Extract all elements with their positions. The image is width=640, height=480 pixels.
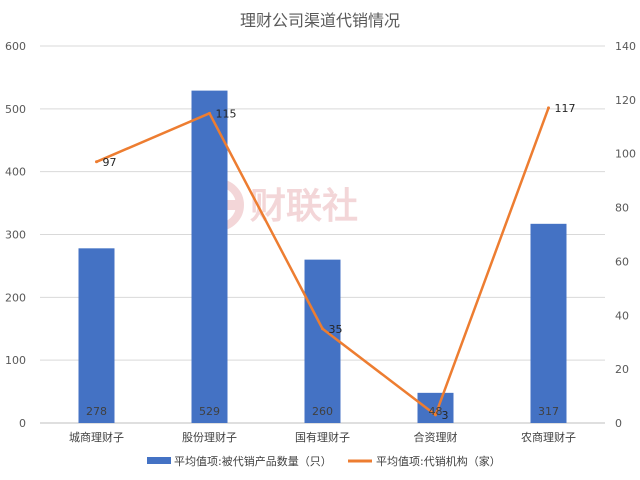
category-label: 农商理财子: [521, 430, 576, 444]
category-label: 股份理财子: [182, 430, 237, 444]
category-label: 合资理财: [414, 430, 458, 444]
bar-value-label: 260: [312, 405, 333, 418]
left-tick-label: 600: [5, 40, 26, 53]
line-value-label: 35: [329, 323, 343, 336]
right-tick-label: 140: [615, 40, 636, 53]
right-axis-ticks: 0 20 40 60 80 100 120 140: [615, 40, 636, 430]
watermark-text: 财联社: [250, 186, 358, 227]
legend-swatch-bar: [147, 457, 171, 464]
bar-value-label: 278: [86, 405, 107, 418]
line-point: [321, 327, 324, 331]
line-point: [208, 111, 211, 115]
bar: [417, 392, 454, 423]
bar: [530, 223, 567, 423]
right-tick-label: 60: [615, 255, 629, 268]
legend-label-line: 平均值项:代销机构（家）: [376, 454, 501, 468]
left-tick-label: 300: [5, 229, 26, 242]
line-point: [95, 160, 98, 164]
bar-value-label: 48: [429, 405, 443, 418]
bar-series: [78, 90, 567, 423]
watermark: 财联社: [192, 179, 358, 231]
bar-value-label: 317: [538, 405, 559, 418]
category-axis-labels: 城商理财子 股份理财子 国有理财子 合资理财 农商理财子: [69, 430, 576, 444]
bar-data-labels: 278 529 260 48 317: [86, 405, 559, 418]
line-value-label: 115: [216, 107, 237, 120]
left-tick-label: 100: [5, 354, 26, 367]
line-value-label: 117: [555, 102, 576, 115]
left-tick-label: 500: [5, 103, 26, 116]
bar: [78, 248, 115, 423]
category-label: 城商理财子: [69, 430, 124, 444]
right-tick-label: 0: [615, 417, 622, 430]
left-tick-label: 0: [19, 417, 26, 430]
line-data-labels: 97 115 35 3 117: [103, 102, 576, 422]
line-series: [95, 106, 550, 417]
legend: 平均值项:被代销产品数量（只） 平均值项:代销机构（家）: [147, 454, 501, 468]
line-point: [547, 106, 550, 110]
line-value-label: 3: [442, 409, 449, 422]
right-tick-label: 40: [615, 309, 629, 322]
category-label: 国有理财子: [295, 430, 350, 444]
bar: [304, 259, 341, 423]
left-tick-label: 400: [5, 166, 26, 179]
right-tick-label: 80: [615, 202, 629, 215]
right-tick-label: 20: [615, 363, 629, 376]
right-tick-label: 100: [615, 148, 636, 161]
legend-label-bar: 平均值项:被代销产品数量（只）: [174, 454, 332, 468]
line-value-label: 97: [103, 156, 117, 169]
bar: [191, 90, 228, 423]
left-tick-label: 200: [5, 291, 26, 304]
right-tick-label: 120: [615, 94, 636, 107]
left-axis-ticks: 0 100 200 300 400 500 600: [5, 40, 26, 430]
chart-title: 理财公司渠道代销情况: [240, 11, 400, 30]
line-point: [434, 413, 437, 417]
bar-value-label: 529: [199, 405, 220, 418]
